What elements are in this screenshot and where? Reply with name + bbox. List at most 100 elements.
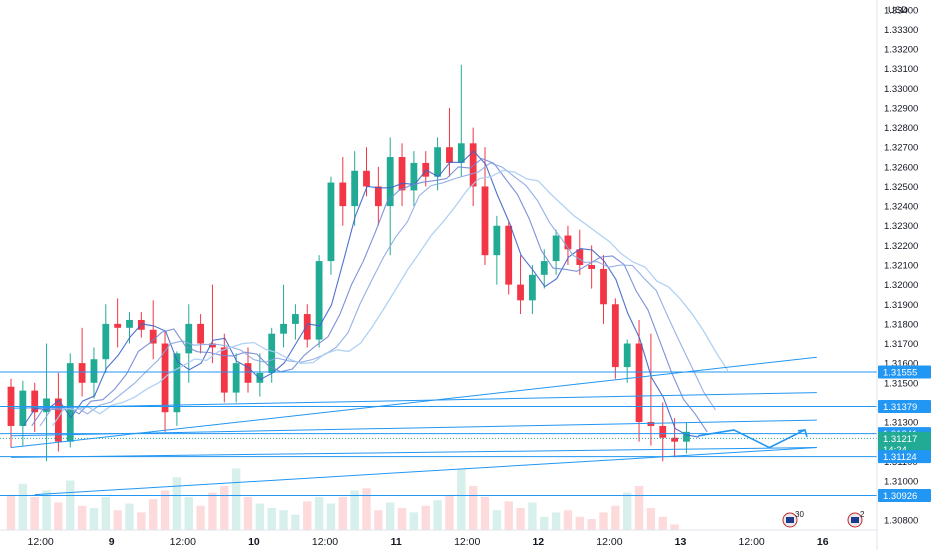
price-tick: 1.32600	[884, 162, 918, 173]
moving-average-line	[39, 162, 716, 427]
candle-body	[517, 284, 524, 301]
price-tick: 1.32200	[884, 241, 918, 252]
candle-body	[268, 333, 276, 373]
candle-body	[114, 323, 122, 328]
event-badge[interactable]: 30	[782, 510, 804, 528]
volume-bar	[658, 516, 667, 530]
volume-bar	[421, 505, 430, 530]
candle-body	[588, 265, 596, 269]
price-tick: 1.32100	[884, 261, 918, 272]
currency-label: USD	[888, 5, 908, 16]
trendline	[10, 392, 817, 409]
volume-bar	[599, 512, 608, 530]
candle-body	[683, 431, 690, 442]
volume-bar	[137, 512, 146, 530]
candle-body	[185, 323, 193, 354]
volume-bar	[397, 508, 407, 530]
time-tick: 12:00	[312, 536, 338, 548]
time-tick: 10	[248, 536, 260, 548]
candle-body	[623, 343, 631, 368]
price-tick: 1.31700	[884, 339, 918, 350]
price-label-box	[878, 488, 931, 502]
candle-body	[374, 186, 382, 207]
candle-body	[292, 314, 299, 324]
volume-bar	[670, 524, 679, 530]
moving-average-line	[22, 150, 699, 438]
price-tick: 1.31000	[884, 476, 918, 487]
candle-body	[635, 343, 643, 423]
volume-bar	[255, 503, 265, 530]
candlesticks	[7, 64, 690, 462]
volume-bar	[386, 502, 395, 530]
time-tick: 16	[817, 536, 829, 548]
volume-bar	[445, 494, 454, 530]
candle-body	[209, 343, 216, 348]
candle-body	[422, 162, 430, 177]
volume-bar	[267, 508, 276, 530]
candle-body	[66, 363, 74, 442]
moving-averages	[22, 150, 729, 438]
price-tick: 1.32700	[884, 143, 918, 154]
candle-body	[31, 390, 39, 413]
volume-bar	[504, 501, 513, 530]
event-badge-count: 30	[795, 510, 804, 519]
candle-body	[398, 157, 406, 191]
volume-bar	[326, 503, 336, 530]
trendline	[34, 447, 817, 496]
price-label-text: 1.31124	[883, 452, 917, 463]
time-tick: 12:00	[596, 536, 622, 548]
candle-body	[481, 186, 489, 256]
candle-body	[469, 143, 477, 187]
volume-bar	[492, 510, 502, 530]
volume-bar	[611, 505, 620, 530]
volume-bar	[231, 468, 241, 530]
volume-bar	[279, 510, 288, 530]
candle-body	[611, 304, 619, 368]
candle-body	[493, 225, 501, 256]
volume-bar	[433, 500, 442, 530]
time-axis[interactable]: 12:00 9 12:00 10 12:00 11 12:00 12 12:00 13 12:00 1…	[0, 529, 877, 548]
volume-bar	[101, 497, 110, 530]
candle-body	[446, 147, 453, 163]
candle-body	[315, 261, 323, 340]
volume-bar	[374, 510, 383, 530]
candle-body	[457, 143, 465, 163]
volume-bar	[208, 492, 217, 530]
time-tick: 11	[391, 536, 402, 548]
volume-bar	[184, 497, 193, 530]
volume-bar	[66, 480, 75, 530]
candle-body	[43, 398, 50, 413]
volume-bar	[350, 490, 359, 530]
time-tick: 12	[532, 536, 544, 548]
projection-arrowhead	[797, 428, 808, 438]
event-badge[interactable]: 2	[847, 510, 865, 528]
price-axis[interactable]: USD1.308001.310001.311001.312001.313001.…	[876, 0, 918, 550]
volume-bar	[291, 514, 300, 530]
price-label-box	[878, 400, 931, 414]
candle-body	[197, 323, 204, 344]
candle-body	[671, 437, 678, 442]
candle-body	[149, 329, 157, 344]
trendlines	[10, 356, 817, 496]
volume-bar	[18, 483, 28, 530]
volume-bar	[42, 490, 51, 530]
time-tick: 9	[109, 536, 115, 548]
price-label-box	[878, 365, 931, 379]
volume-bar	[587, 519, 596, 530]
candle-body	[220, 347, 228, 393]
volume-bar	[54, 502, 63, 530]
candle-body	[256, 372, 264, 383]
price-tick: 1.33400	[884, 5, 918, 16]
price-label-text: 1.31217	[883, 434, 917, 445]
time-tick: 12:00	[170, 536, 196, 548]
volume-bar	[125, 503, 134, 530]
price-label-text: 1.31379	[883, 402, 917, 413]
volume-bar	[516, 508, 525, 530]
volume-bar	[457, 469, 466, 530]
event-badges[interactable]: 30 2	[782, 510, 865, 528]
volume-bar	[563, 510, 573, 530]
price-tick: 1.33000	[884, 84, 918, 95]
volume-bar	[113, 510, 122, 530]
volume-bar	[338, 497, 347, 530]
